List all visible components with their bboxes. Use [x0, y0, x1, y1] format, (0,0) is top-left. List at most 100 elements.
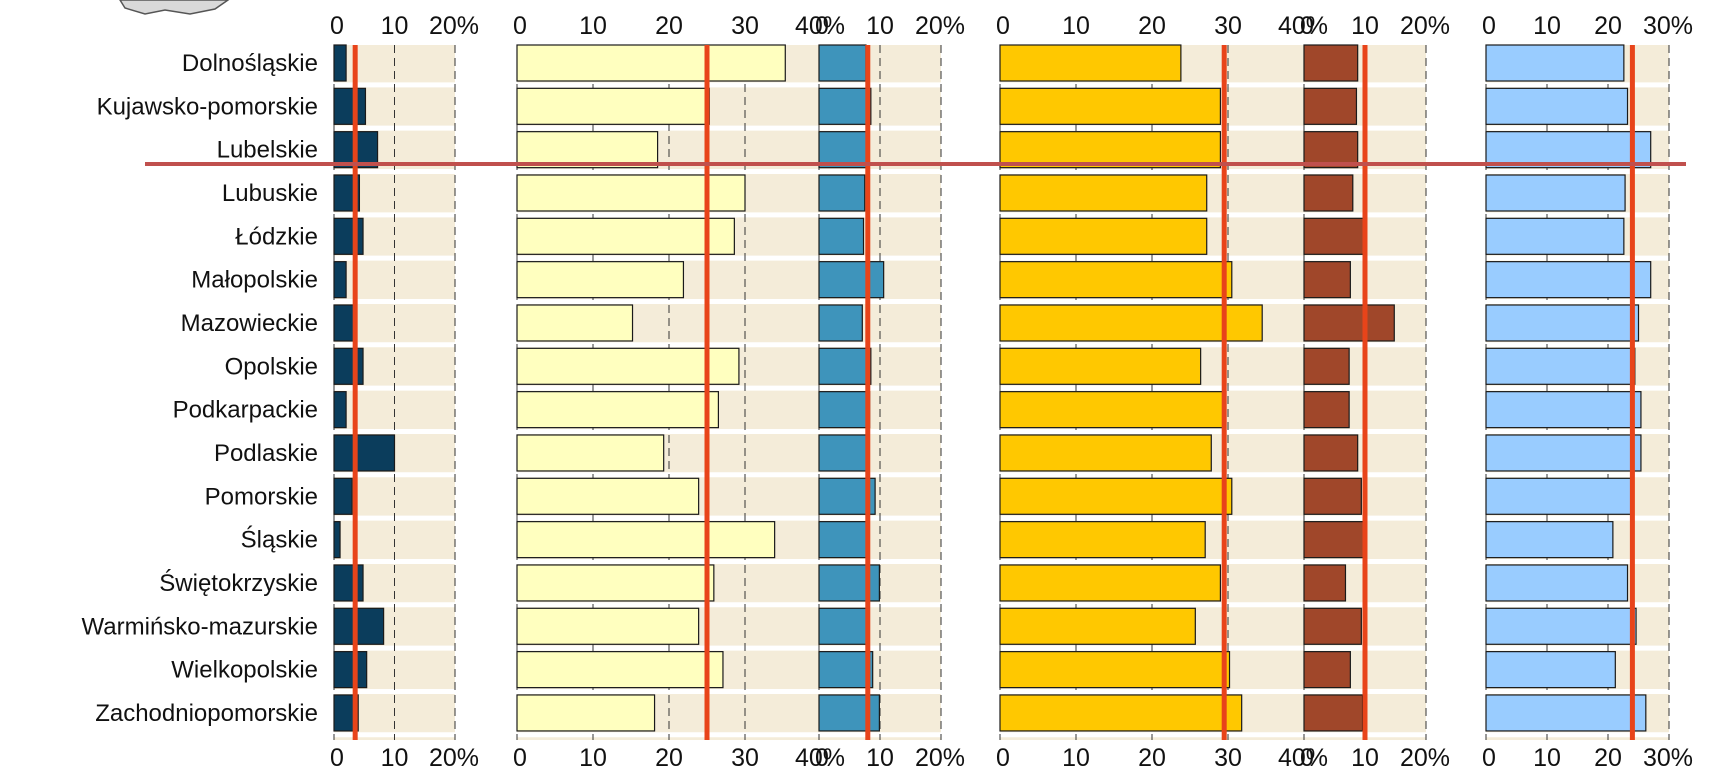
tick-label-top: 20 [1138, 12, 1166, 40]
bar [1303, 174, 1354, 212]
bar [818, 694, 880, 732]
bar [1485, 651, 1616, 689]
bar [516, 261, 685, 299]
tick-label-top: 20 [655, 12, 683, 40]
bar [818, 434, 869, 472]
bar [999, 44, 1182, 82]
bar [999, 521, 1206, 559]
tick-label-bottom: 20 [1594, 744, 1622, 768]
category-label: Łódzkie [235, 223, 318, 250]
bar [1485, 87, 1629, 125]
bar [516, 521, 776, 559]
bar [516, 564, 715, 602]
bar [1303, 651, 1351, 689]
bar [516, 434, 665, 472]
bar [1303, 304, 1395, 342]
tick-label-bottom: 20% [915, 744, 965, 768]
category-label: Małopolskie [191, 267, 318, 294]
bar [999, 564, 1221, 602]
bar [818, 87, 872, 125]
bar [999, 651, 1231, 689]
bar [333, 391, 347, 429]
tick-label-bottom: 0 [513, 744, 527, 768]
bar [1303, 564, 1347, 602]
tick-label-top: 10 [1533, 12, 1561, 40]
tick-label-bottom: 10 [866, 744, 894, 768]
bar [516, 304, 634, 342]
bar [999, 261, 1233, 299]
bar [333, 651, 368, 689]
bar [1303, 391, 1350, 429]
bar [1303, 477, 1362, 515]
bar [818, 651, 874, 689]
category-label: Podkarpackie [173, 397, 318, 424]
bar [516, 651, 724, 689]
bar [333, 44, 347, 82]
bar [999, 87, 1221, 125]
bar [1303, 261, 1351, 299]
tick-label-bottom: 20% [429, 744, 479, 768]
tick-label-top: 30% [1643, 12, 1693, 40]
bar [1303, 347, 1350, 385]
tick-label-top: 20% [1400, 12, 1450, 40]
bar [333, 217, 364, 255]
bar [516, 694, 656, 732]
bar [1303, 434, 1359, 472]
bar [1485, 477, 1632, 515]
bar [999, 694, 1243, 732]
bar [1303, 131, 1359, 169]
bar [1303, 694, 1364, 732]
tick-label-top: 20% [429, 12, 479, 40]
bar [818, 174, 866, 212]
tick-label-top: 40% [1278, 12, 1328, 40]
bar [516, 87, 710, 125]
bar [1485, 217, 1625, 255]
bar [818, 521, 870, 559]
bar [999, 131, 1221, 169]
bar [818, 261, 885, 299]
tick-label-bottom: 30% [1643, 744, 1693, 768]
bar [333, 477, 353, 515]
tick-label-top: 0 [513, 12, 527, 40]
bar [999, 304, 1263, 342]
tick-label-top: 0 [330, 12, 344, 40]
tick-label-top: 0 [1300, 12, 1314, 40]
category-label: Opolskie [225, 353, 318, 380]
tick-label-bottom: 40% [795, 744, 845, 768]
bar [516, 391, 719, 429]
category-label: Świętokrzyskie [159, 569, 318, 597]
tick-label-bottom: 0 [330, 744, 344, 768]
bar [1485, 434, 1642, 472]
bar [999, 607, 1196, 645]
bar [516, 347, 740, 385]
bar [999, 434, 1212, 472]
tick-label-top: 10 [866, 12, 894, 40]
category-label: Podlaskie [214, 440, 318, 467]
category-label: Lubelskie [217, 137, 318, 164]
tick-label-bottom: 0 [1482, 744, 1496, 768]
bar [1485, 44, 1625, 82]
bar [1303, 217, 1366, 255]
category-label: Zachodniopomorskie [95, 700, 318, 727]
bar [516, 131, 659, 169]
bar [818, 44, 867, 82]
bar [516, 44, 786, 82]
map-fragment [119, 0, 230, 15]
tick-label-top: 30 [731, 12, 759, 40]
bar [1485, 131, 1652, 169]
category-label: Warmińsko-mazurskie [82, 613, 318, 640]
bar [333, 521, 341, 559]
category-label: Kujawsko-pomorskie [97, 93, 318, 120]
tick-label-bottom: 20 [655, 744, 683, 768]
tick-label-bottom: 30 [1214, 744, 1242, 768]
tick-label-top: 30 [1214, 12, 1242, 40]
category-label: Dolnośląskie [182, 50, 318, 77]
bar [999, 391, 1226, 429]
tick-label-top: 10 [579, 12, 607, 40]
bar [818, 347, 872, 385]
bar [818, 217, 865, 255]
tick-label-top: 10 [381, 12, 409, 40]
bar [1485, 347, 1636, 385]
tick-label-bottom: 0 [815, 744, 829, 768]
